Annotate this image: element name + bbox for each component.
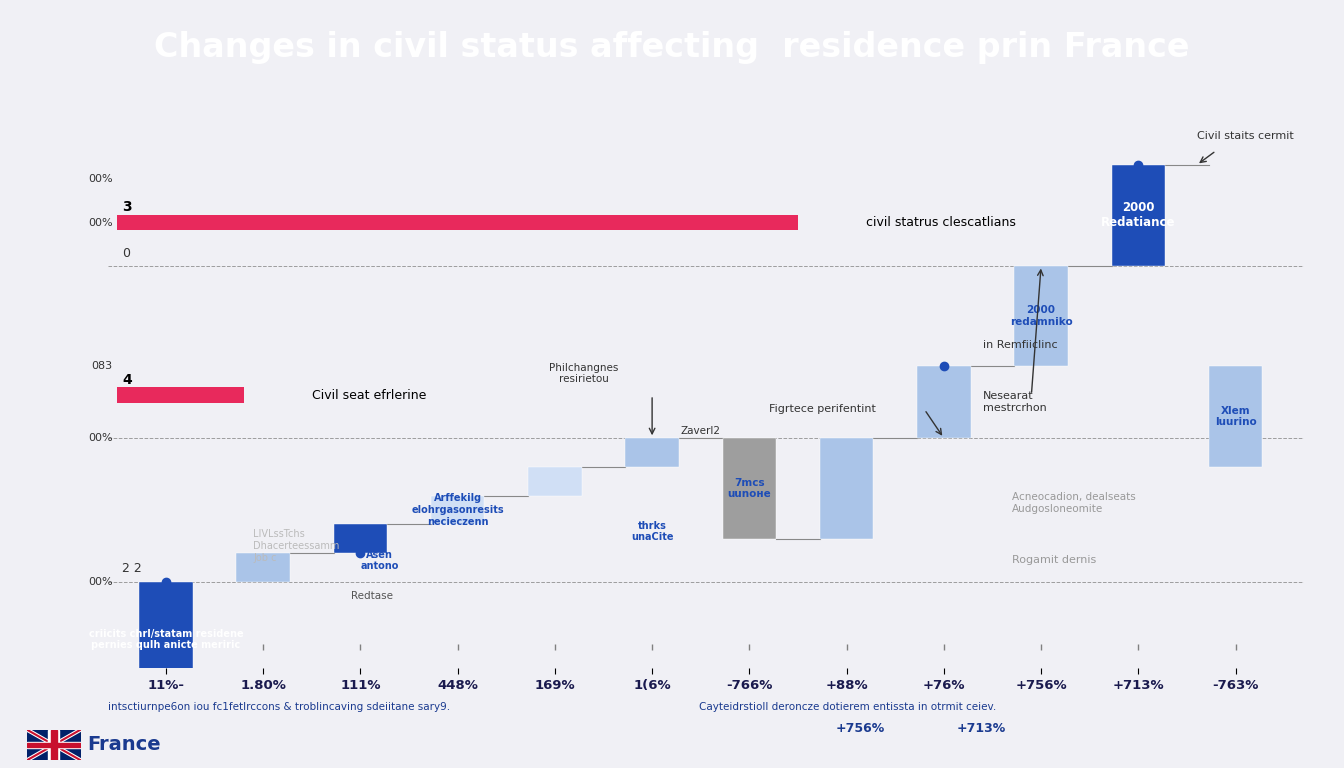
Text: Redtase: Redtase [351, 591, 392, 601]
Bar [723, 439, 775, 539]
Text: +713%: +713% [957, 722, 1007, 734]
Text: thrks
unaCite: thrks unaCite [630, 521, 673, 542]
Text: Acneocadion, dealseats
Audgosloneomite: Acneocadion, dealseats Audgosloneomite [1012, 492, 1136, 514]
Bar [1208, 366, 1262, 467]
Text: France: France [87, 736, 161, 754]
Bar [48, 730, 59, 760]
Text: Zaverl2: Zaverl2 [681, 426, 720, 436]
Text: 2 2: 2 2 [122, 561, 142, 574]
Bar [27, 743, 81, 746]
Text: 2000
Redatiance: 2000 Redatiance [1101, 201, 1176, 230]
Text: Nesearat
mestrcrhon: Nesearat mestrcrhon [982, 392, 1047, 413]
Bar [140, 582, 192, 697]
Text: Civil staits cermit: Civil staits cermit [1196, 131, 1293, 141]
Bar [333, 525, 387, 553]
Text: Rogamit dernis: Rogamit dernis [1012, 555, 1097, 565]
Text: Philchangnes
resirietou: Philchangnes resirietou [550, 362, 618, 384]
Bar [1111, 165, 1165, 266]
Text: 00%: 00% [87, 433, 113, 443]
Bar [820, 439, 874, 539]
Text: civil statrus clescatlians: civil statrus clescatlians [866, 216, 1016, 229]
Text: 00%: 00% [87, 577, 113, 587]
Bar [1015, 266, 1068, 366]
Bar [528, 467, 582, 495]
Bar [51, 730, 56, 760]
Text: intsctiurnpe6on iou fc1fetlrccons & troblincaving sdeiitane sary9.: intsctiurnpe6on iou fc1fetlrccons & trob… [108, 703, 450, 713]
Text: 2000
redamniko: 2000 redamniko [1009, 305, 1073, 326]
Text: Civil seat efrlerine: Civil seat efrlerine [312, 389, 426, 402]
Text: 00%: 00% [87, 217, 113, 227]
Text: Asen
antono: Asen antono [360, 550, 399, 571]
Bar [625, 439, 679, 467]
Text: Figrtece perifentint: Figrtece perifentint [769, 405, 876, 415]
Text: 0: 0 [122, 247, 130, 260]
Text: 083: 083 [91, 361, 113, 371]
Text: in Remfiiclinc: in Remfiiclinc [982, 339, 1058, 349]
Text: Cayteidrstioll deroncze dotierem entissta in otrmit ceiev.: Cayteidrstioll deroncze dotierem entisst… [699, 703, 996, 713]
Bar [27, 742, 81, 748]
Text: 3: 3 [122, 200, 132, 214]
Text: criicits chrl/statam residene
pernies qulh anicte meriric: criicits chrl/statam residene pernies qu… [89, 629, 243, 650]
Text: 7mcs
uunoне: 7mcs uunoне [727, 478, 771, 499]
Bar [917, 366, 970, 439]
Text: 00%: 00% [87, 174, 113, 184]
Bar [237, 553, 290, 582]
Text: +756%: +756% [836, 722, 886, 734]
Text: Arffekilg
elohrgasonresits
necieczenn: Arffekilg elohrgasonresits necieczenn [411, 493, 504, 527]
Bar [431, 495, 484, 525]
Text: Changes in civil status affecting  residence prin France: Changes in civil status affecting reside… [155, 31, 1189, 65]
Text: 4: 4 [122, 372, 132, 386]
Text: LIVLssTchs
Dhacerteessamm
Job c: LIVLssTchs Dhacerteessamm Job c [254, 529, 340, 563]
Text: Xlem
luurino: Xlem luurino [1215, 406, 1257, 427]
